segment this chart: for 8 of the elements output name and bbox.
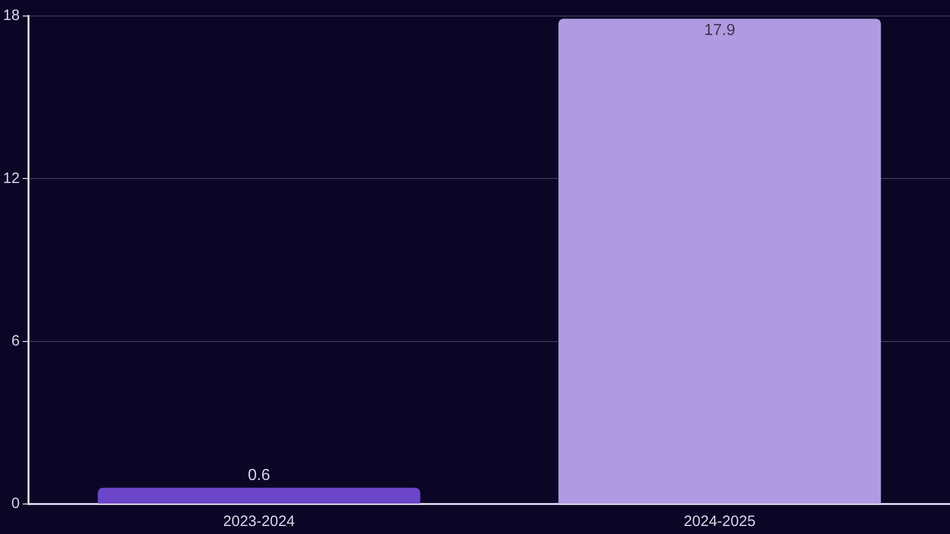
x-tick-label: 2024-2025 — [684, 513, 756, 530]
y-tick-label: 18 — [2, 7, 20, 24]
y-tick-label: 0 — [11, 495, 20, 512]
x-tick-label: 2023-2024 — [223, 513, 295, 530]
y-tick-label: 6 — [11, 332, 20, 350]
y-tick-label: 12 — [2, 170, 20, 187]
data-label: 0.6 — [248, 467, 270, 484]
data-label: 17.9 — [704, 22, 736, 40]
